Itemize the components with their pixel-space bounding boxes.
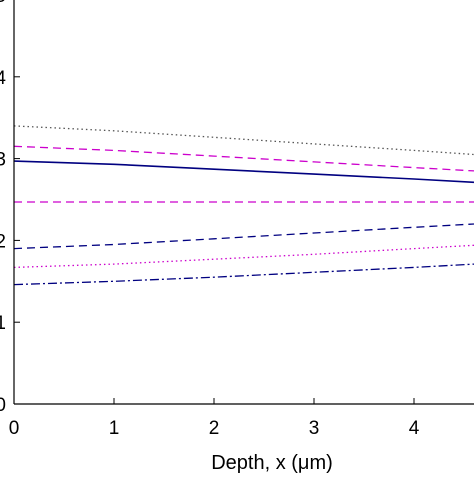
y-tick-label-4: 4 [0,68,6,89]
axes-layer [13,0,474,405]
y-tick-label-3: 3 [0,150,6,171]
series-line-7 [13,263,474,286]
x-tick-label-4: 4 [409,418,420,439]
series-line-5 [13,223,474,250]
series-line-2 [13,145,474,172]
y-tick-label-0: 0 [0,395,6,416]
y-tick-label-1: 1 [0,313,6,334]
x-tick-label-2: 2 [209,418,220,439]
x-tick-label-0: 0 [9,418,20,439]
x-axis-title: Depth, x (μm) [211,452,333,474]
series-line-1 [13,125,474,156]
y-tick-label-5: 5 [0,0,6,7]
y-tick-label-2: 2 [0,231,6,252]
series-line-3 [13,160,474,184]
x-tick-label-1: 1 [109,418,120,439]
labels-layer: 0 1 2 3 4 0 1 2 3 4 5 [0,0,420,439]
x-tick-label-3: 3 [309,418,320,439]
series-layer [13,125,474,286]
series-line-6 [13,244,474,269]
